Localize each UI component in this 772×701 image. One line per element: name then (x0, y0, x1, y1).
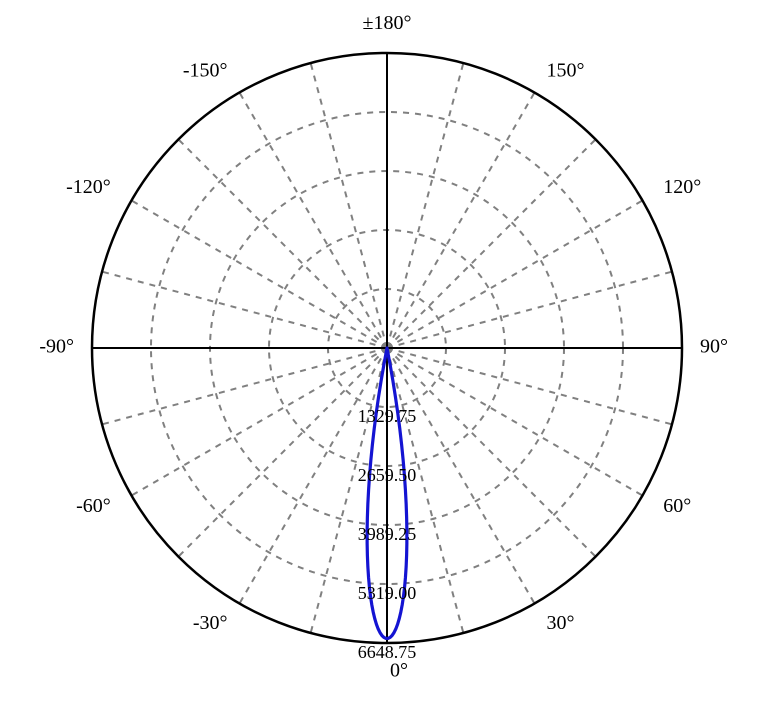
polar-chart: 1329.752659.503989.255319.006648.75 ±180… (0, 0, 772, 701)
angle-tick-label: 30° (547, 612, 575, 634)
radial-tick-label: 5319.00 (358, 583, 417, 603)
radial-tick-label: 3989.25 (358, 524, 417, 544)
angle-tick-label: -150° (183, 59, 228, 81)
radial-tick-label: 2659.50 (358, 465, 417, 485)
angle-tick-label: -60° (76, 495, 111, 517)
angle-tick-label: -120° (66, 176, 111, 198)
angle-tick-label: 150° (547, 59, 585, 81)
angle-tick-label: 90° (700, 336, 728, 358)
angle-tick-label: ±180° (363, 12, 412, 34)
angle-tick-label: -90° (39, 336, 74, 358)
angle-tick-label: 120° (663, 176, 701, 198)
angle-tick-label: 0° (390, 660, 408, 682)
angle-tick-label: 60° (663, 495, 691, 517)
radial-tick-label: 1329.75 (358, 406, 417, 426)
angle-tick-label: -30° (193, 612, 228, 634)
